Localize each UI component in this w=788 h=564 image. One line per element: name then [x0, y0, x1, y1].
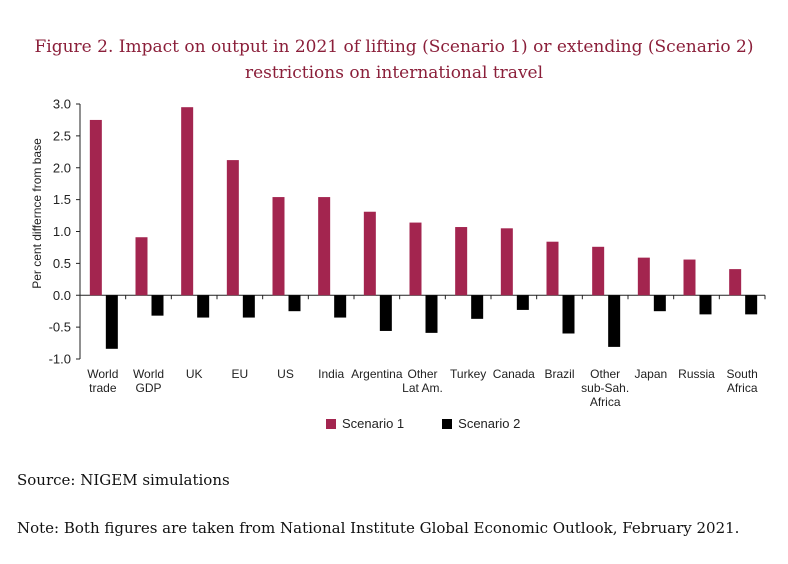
bar-scenario1: [592, 246, 605, 296]
bar-scenario2: [562, 295, 575, 334]
x-category-label-line: Africa: [727, 381, 758, 395]
legend-item-scenario2: Scenario 2: [442, 416, 520, 431]
x-category-label-line: Brazil: [544, 367, 574, 381]
x-category-label-line: Canada: [493, 367, 535, 381]
y-axis-label: Per cent differnce from base: [30, 138, 44, 289]
bar-scenario2: [197, 295, 210, 318]
y-tick-label: 2.5: [53, 128, 71, 143]
x-category-label: Russia: [678, 367, 715, 381]
x-category-label-line: Other: [407, 367, 437, 381]
bar-scenario2: [699, 295, 712, 315]
x-category-label: World GDP: [133, 367, 164, 395]
bar-scenario1: [226, 160, 239, 296]
bar-scenario1: [637, 257, 650, 296]
x-category-label-line: Argentina: [351, 367, 403, 381]
legend: Scenario 1 Scenario 2: [326, 416, 520, 431]
bar-scenario1: [455, 227, 468, 296]
note-text: Note: Both figures are taken from Nation…: [17, 519, 740, 537]
y-tick-label: 2.0: [53, 160, 71, 175]
bar-scenario2: [288, 295, 301, 312]
scenario1-swatch: [326, 418, 336, 429]
title-line-2: restrictions on international travel: [244, 63, 544, 83]
x-category-label-line: Lat Am.: [402, 381, 443, 395]
bar-scenario1: [181, 107, 194, 296]
bar-scenario2: [242, 295, 255, 318]
x-category-label: Canada: [493, 367, 535, 381]
y-tick-label: -1.0: [49, 352, 71, 367]
legend-label-scenario2: Scenario 2: [458, 416, 521, 431]
bar-scenario1: [135, 237, 148, 296]
x-category-label-line: India: [318, 367, 344, 381]
x-category-label: World trade: [87, 367, 118, 395]
bar-scenario1: [409, 222, 422, 296]
bar-scenario1: [546, 241, 559, 296]
x-category-label: EU: [231, 367, 248, 381]
x-category-label-line: Russia: [678, 367, 715, 381]
x-category-label-line: Turkey: [450, 367, 486, 381]
bar-scenario2: [151, 295, 164, 316]
x-category-label-line: EU: [231, 367, 248, 381]
bar-chart: 3.0 2.5 2.0 1.5 1.0 0.5 0.0 -0.5 -1.0 Per cent di…: [30, 97, 766, 409]
title-line-1: Figure 2. Impact on output in 2021 of li…: [34, 37, 754, 57]
x-category-label-line: World: [133, 367, 164, 381]
x-category-label-line: Japan: [634, 367, 667, 381]
bar-scenario1: [729, 269, 742, 296]
x-category-label-line: trade: [89, 381, 117, 395]
legend-label-scenario1: Scenario 1: [342, 416, 405, 431]
y-tick-label: 3.0: [53, 97, 71, 112]
bar-scenario1: [89, 119, 102, 296]
bar-scenario2: [425, 295, 438, 333]
x-category-label: UK: [186, 367, 203, 381]
x-category-label-line: Other: [590, 367, 620, 381]
y-tick-label: 0.0: [53, 288, 71, 303]
bar-scenario1: [683, 259, 696, 296]
source-text: Source: NIGEM simulations: [17, 471, 230, 489]
bar-scenario2: [379, 295, 392, 331]
bar-scenario2: [516, 295, 529, 310]
legend-item-scenario1: Scenario 1: [326, 416, 404, 431]
bar-scenario2: [105, 295, 118, 349]
x-category-label: Other Lat Am.: [402, 367, 443, 395]
bar-scenario1: [272, 197, 285, 296]
x-category-label-line: World: [87, 367, 118, 381]
chart-title: Figure 2. Impact on output in 2021 of li…: [0, 34, 788, 86]
bar-scenario1: [500, 228, 513, 296]
x-category-label: Japan: [634, 367, 667, 381]
x-category-label: India: [318, 367, 344, 381]
x-category-label-line: South: [726, 367, 757, 381]
bar-scenario2: [608, 295, 621, 347]
y-tick-label: 1.5: [53, 192, 71, 207]
x-category-label: Other sub-Sah. Africa: [581, 367, 629, 409]
bar-scenario2: [334, 295, 347, 318]
y-tick-label: -0.5: [49, 320, 71, 335]
bar-scenario2: [745, 295, 758, 315]
y-tick-label: 0.5: [53, 256, 71, 271]
x-category-label-line: Africa: [590, 395, 621, 409]
bar-scenario1: [318, 197, 331, 296]
x-category-label-line: GDP: [135, 381, 161, 395]
bar-scenario2: [471, 295, 484, 319]
x-category-label-line: US: [277, 367, 294, 381]
y-tick-label: 1.0: [53, 224, 71, 239]
bar-scenario1: [363, 211, 376, 296]
x-category-label: Brazil: [544, 367, 574, 381]
scenario2-swatch: [442, 418, 453, 429]
x-category-label: Argentina: [351, 367, 403, 381]
bar-scenario2: [653, 295, 666, 312]
x-category-label: South Africa: [726, 367, 757, 395]
x-category-label: Turkey: [450, 367, 486, 381]
x-category-label-line: sub-Sah.: [581, 381, 629, 395]
x-category-label-line: UK: [186, 367, 203, 381]
x-category-label: US: [277, 367, 294, 381]
